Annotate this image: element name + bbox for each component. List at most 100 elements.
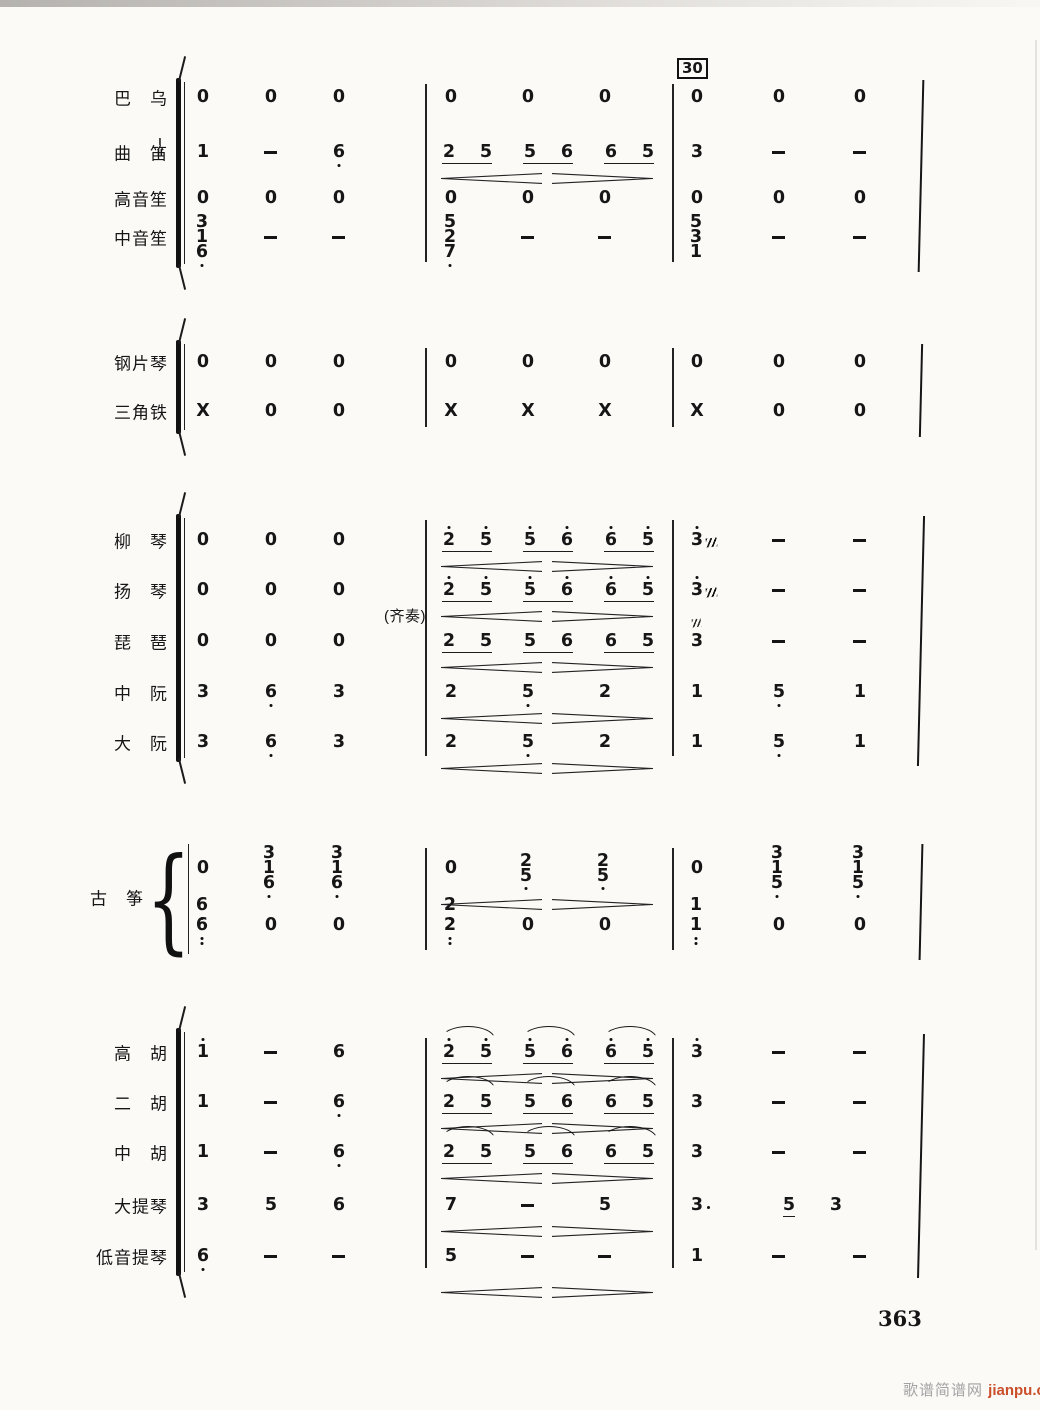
system-startline-bowed (184, 1032, 186, 1272)
note-zhongruan: 1 (853, 682, 867, 702)
note-daruan: 5 (772, 731, 786, 757)
watermark-site-name: 歌谱简谱网 (903, 1382, 989, 1399)
octave-dot-high (609, 526, 613, 529)
note-guzheng-upper-chord: 1 (851, 858, 865, 878)
slur-arc (522, 1026, 576, 1039)
note-liuqin: 6 (560, 526, 574, 551)
note-dadiqin: 5 (598, 1195, 612, 1215)
note-erhu: 6 (332, 1091, 346, 1117)
octave-dot-low (448, 263, 452, 267)
duration-dash (521, 236, 534, 239)
bracket-hook-bottom (177, 1272, 186, 1298)
instrument-label-zhongyinsheng: 中音笙 (114, 229, 168, 249)
note-guzheng-upper-chord: 1 (330, 858, 344, 878)
note-zhonghu: 3 (690, 1142, 704, 1162)
note-guzheng-lower: 0 (772, 915, 786, 935)
note-guzheng-lower-chord: 2 (443, 894, 457, 920)
note-gangpianqin: 0 (444, 352, 458, 372)
note-zhongyinsheng-chord: 5 (689, 212, 703, 232)
note-dadiqin: 7 (444, 1195, 458, 1215)
instrument-label-zhonghu: 中 胡 (114, 1144, 168, 1164)
eighth-beam (523, 600, 573, 603)
note-daruan: 6 (264, 731, 278, 757)
note-zhongruan: 1 (690, 682, 704, 702)
duration-dash (264, 1255, 277, 1258)
note-zhonghu: 5 (523, 1142, 537, 1162)
duration-dash (772, 640, 785, 643)
instrument-label-qudi: 曲 笛 (114, 144, 168, 164)
note-guzheng-upper-chord: 5 (519, 865, 533, 890)
barline-percussion-2 (672, 348, 674, 427)
note-liuqin: 0 (264, 530, 278, 550)
octave-dot-low (448, 916, 452, 920)
final-barline-plucked (916, 516, 926, 766)
eighth-beam (523, 162, 573, 165)
note-zhongruan: 3 (196, 682, 210, 702)
note-gaohu: 3 (690, 1038, 704, 1063)
system-bracket-bowed (176, 1028, 181, 1276)
octave-dot-high (447, 576, 451, 579)
note-qudi: 3 (690, 142, 704, 162)
note-erhu: 6 (560, 1092, 574, 1112)
duration-dash (853, 151, 866, 154)
octave-dot-low-2 (200, 941, 204, 945)
note-gaohu: 2 (442, 1038, 456, 1063)
note-zhongyinsheng-chord: 5 (443, 212, 457, 232)
duration-dash (772, 151, 785, 154)
note-sanjiaotie: X (690, 401, 704, 421)
note-sanjiaotie: X (598, 401, 612, 421)
note-bawu: 0 (444, 87, 458, 107)
note-guzheng-lower-chord: 1 (689, 894, 703, 920)
note-zhongruan: 6 (264, 681, 278, 707)
instrument-label-pipa: 琵 琶 (114, 633, 168, 653)
note-zhongyinsheng-chord: 1 (195, 227, 209, 247)
note-liuqin: 5 (479, 526, 493, 551)
barline-percussion-1 (425, 348, 427, 427)
note-pipa: 5 (523, 631, 537, 651)
octave-dot-low (200, 263, 204, 267)
duration-dash (598, 1255, 611, 1258)
octave-dot-low (526, 753, 530, 757)
note-gaoyinsheng: 0 (332, 188, 346, 208)
note-yangqin: 3 (690, 576, 704, 601)
slur-arc (441, 1126, 495, 1139)
octave-dot-low (337, 1163, 341, 1167)
note-qudi: 1 (196, 142, 210, 162)
note-pipa: 2 (442, 631, 456, 651)
note-bawu: 0 (853, 87, 867, 107)
note-bawu: 0 (521, 87, 535, 107)
note-yangqin: 6 (604, 576, 618, 601)
note-guzheng-lower-chord: 1 (689, 914, 703, 945)
final-barline-percussion (918, 343, 924, 438)
note-gaohu: 5 (641, 1038, 655, 1063)
note-yangqin: 5 (641, 576, 655, 601)
note-daruan: 5 (521, 731, 535, 757)
note-yangqin: 6 (560, 576, 574, 601)
system-startline-percussion (184, 344, 186, 430)
note-guzheng-upper-chord: 3 (262, 843, 276, 863)
note-pipa: 6 (560, 631, 574, 651)
duration-dash (264, 1151, 277, 1154)
note-guzheng-upper-chord: 3 (851, 843, 865, 863)
hairpin-cresc-dim (439, 712, 655, 730)
octave-dot-high (695, 526, 699, 529)
instrument-label-guzheng: 古 筝 (90, 889, 144, 909)
octave-dot-high (646, 1038, 650, 1041)
slur-arc (603, 1126, 657, 1139)
note-guzheng-upper-chord: 1 (262, 858, 276, 878)
note-erhu: 6 (604, 1092, 618, 1112)
note-diyintiqin: 1 (690, 1246, 704, 1266)
eighth-beam (442, 1112, 492, 1115)
octave-dot-low (335, 894, 339, 898)
note-sanjiaotie: 0 (332, 401, 346, 421)
watermark-url: jianpu.cn (988, 1382, 1040, 1399)
duration-dash (772, 1101, 785, 1104)
bracket-hook-top (177, 1006, 186, 1032)
system-bracket-percussion (176, 340, 181, 434)
eighth-beam (442, 1062, 492, 1065)
octave-dot-low (337, 1113, 341, 1117)
hairpin-cresc-dim (439, 172, 655, 190)
bracket-hook-bottom (177, 264, 186, 290)
note-bawu: 0 (690, 87, 704, 107)
eighth-beam (442, 600, 492, 603)
